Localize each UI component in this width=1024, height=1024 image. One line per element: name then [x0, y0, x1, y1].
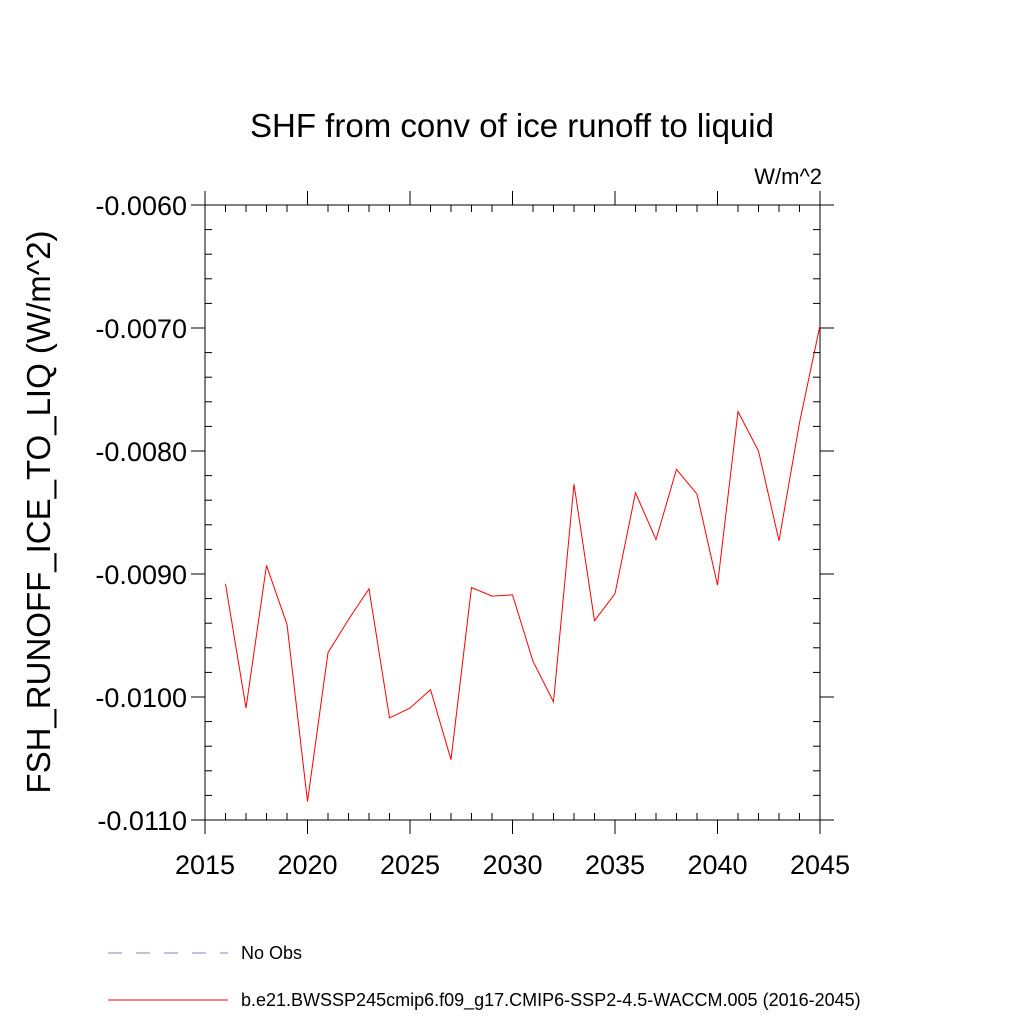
y-tick-label: -0.0090 [95, 560, 187, 590]
x-tick-label: 2020 [277, 850, 337, 880]
x-axis-ticks: 2015 2020 2025 2030 2035 2040 2045 [175, 191, 850, 880]
x-tick-label: 2030 [482, 850, 542, 880]
y-axis-ticks: -0.0060 -0.0070 -0.0080 -0.0090 -0.0100 -0.01… [95, 191, 834, 836]
x-tick-label: 2040 [687, 850, 747, 880]
y-tick-label: -0.0060 [95, 191, 187, 221]
legend-label: b.e21.BWSSP245cmip6.f09_g17.CMIP6-SSP2-4… [241, 990, 861, 1011]
series-line [225, 325, 821, 802]
x-tick-label: 2025 [380, 850, 440, 880]
legend-label: No Obs [241, 943, 302, 963]
legend: No Obs b.e21.BWSSP245cmip6.f09_g17.CMIP6-… [108, 943, 861, 1011]
series-layer [225, 325, 821, 802]
minor-ticks [205, 205, 820, 820]
units-label: W/m^2 [754, 164, 822, 189]
y-tick-label: -0.0070 [95, 314, 187, 344]
y-tick-label: -0.0100 [95, 683, 187, 713]
x-tick-label: 2045 [790, 850, 850, 880]
plot-frame [204, 204, 821, 821]
chart-title: SHF from conv of ice runoff to liquid [250, 107, 774, 144]
x-tick-label: 2035 [585, 850, 645, 880]
y-tick-label: -0.0110 [97, 806, 187, 836]
y-axis-label: FSH_RUNOFF_ICE_TO_LIQ (W/m^2) [20, 230, 57, 793]
y-tick-label: -0.0080 [95, 437, 187, 467]
x-tick-label: 2015 [175, 850, 235, 880]
